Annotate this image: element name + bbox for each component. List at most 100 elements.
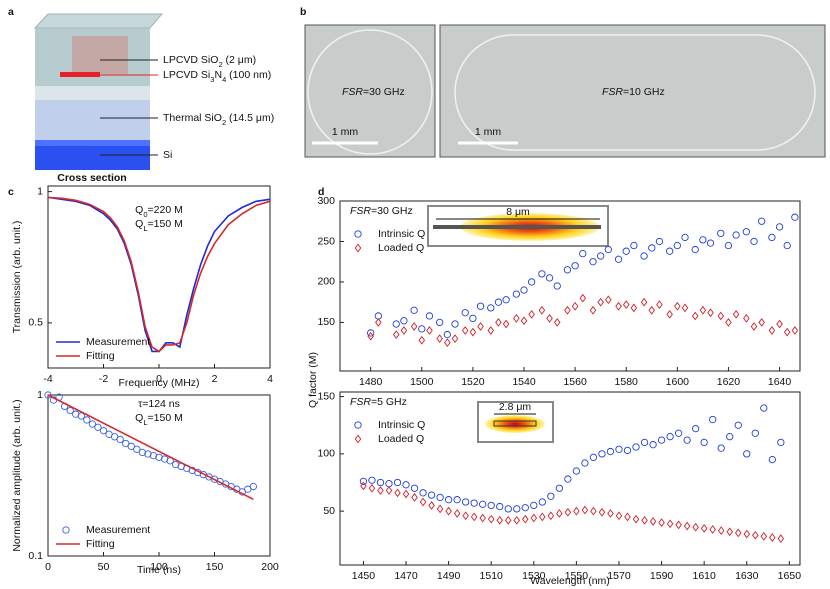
- data-point: [400, 317, 408, 325]
- data-point: [630, 303, 638, 313]
- x-tick-label: 1500: [410, 376, 434, 388]
- data-point: [539, 512, 546, 522]
- text-part: Thermal SiO: [163, 112, 222, 124]
- layer-label: LPCVD Si3N4 (100 nm): [163, 69, 271, 84]
- data-point: [528, 309, 535, 319]
- data-point: [377, 486, 384, 495]
- data-point: [520, 286, 528, 294]
- data-point: [691, 425, 700, 433]
- x-tick-label: 150: [206, 561, 224, 573]
- data-point: [683, 521, 691, 531]
- data-point: [655, 237, 664, 246]
- data-point: [418, 325, 426, 333]
- legend-title: FSR=30 GHz: [350, 205, 413, 217]
- data-point: [725, 318, 732, 327]
- data-point: [504, 505, 512, 513]
- data-point: [691, 311, 699, 321]
- x-tick-label: 1580: [615, 376, 639, 388]
- data-point: [717, 444, 725, 452]
- data-point: [477, 322, 484, 331]
- text-part: τ=124 ns: [138, 398, 180, 410]
- text-part: Q: [135, 218, 143, 230]
- data-point: [427, 491, 436, 499]
- data-point: [530, 513, 538, 523]
- italic-part: FSR: [350, 396, 371, 408]
- annotation: τ=124 ns: [138, 398, 180, 410]
- data-point: [564, 507, 572, 517]
- layer-label: LPCVD SiO2 (2 μm): [163, 54, 256, 69]
- x-tick-label: 1570: [607, 570, 631, 582]
- data-point: [649, 441, 657, 449]
- panel-letter: d: [318, 186, 324, 198]
- data-point: [579, 249, 587, 258]
- data-point: [734, 421, 742, 429]
- data-point: [547, 492, 555, 500]
- y-axis-label: Q factor (M): [307, 352, 319, 408]
- data-point: [487, 326, 495, 335]
- data-point: [538, 270, 546, 278]
- data-point: [556, 509, 563, 518]
- data-point: [641, 515, 648, 525]
- data-point: [469, 314, 477, 323]
- data-point: [700, 438, 708, 447]
- data-point: [418, 335, 426, 345]
- data-point: [392, 320, 400, 328]
- data-point: [476, 302, 485, 310]
- data-point: [410, 306, 418, 314]
- x-tick-label: 1540: [512, 376, 536, 388]
- data-point: [615, 511, 623, 521]
- image-10ghz: [439, 24, 826, 158]
- legend-label: Fitting: [86, 350, 115, 362]
- data-point: [538, 305, 546, 315]
- silicon: [35, 146, 150, 170]
- x-tick-label: 1480: [359, 376, 383, 388]
- y-tick-label: 0.1: [28, 550, 43, 562]
- data-point: [724, 241, 733, 250]
- data-point: [604, 245, 612, 254]
- data-point: [597, 297, 604, 307]
- x-tick-label: 0: [156, 373, 162, 385]
- data-point: [699, 305, 707, 315]
- data-point: [530, 501, 538, 510]
- x-tick-label: 1530: [522, 570, 546, 582]
- data-point: [691, 245, 699, 254]
- data-point: [717, 526, 725, 535]
- text-part: (100 nm): [226, 69, 271, 81]
- data-point: [581, 459, 589, 467]
- data-point: [622, 300, 630, 309]
- data-point: [606, 447, 615, 456]
- text-part: Si: [163, 149, 172, 161]
- data-point: [411, 493, 418, 502]
- text-part: LPCVD Si: [163, 69, 210, 81]
- x-tick-label: 1560: [563, 376, 587, 388]
- data-point: [590, 506, 597, 516]
- data-point: [589, 258, 597, 266]
- x-tick-label: 1510: [480, 570, 504, 582]
- data-point: [563, 266, 572, 274]
- x-tick-label: 4: [267, 373, 273, 385]
- data-point: [615, 445, 623, 453]
- ring-label: FSR=10 GHz: [602, 86, 665, 98]
- text-part: =220 M: [148, 204, 183, 216]
- waveguide: [60, 72, 100, 77]
- italic-part: FSR: [602, 86, 623, 98]
- italic-part: FSR: [342, 86, 363, 98]
- data-point: [44, 391, 52, 399]
- data-point: [502, 296, 510, 304]
- data-point: [750, 322, 758, 331]
- data-point: [571, 301, 579, 311]
- legend-label: Intrinsic Q: [378, 419, 425, 431]
- mode-profile: [485, 415, 545, 433]
- data-point: [368, 483, 376, 493]
- x-tick-label: -2: [99, 373, 108, 385]
- text-part: =30 GHz: [371, 205, 413, 217]
- data-point: [674, 429, 683, 437]
- data-point: [394, 488, 401, 498]
- data-point: [597, 252, 605, 260]
- data-point: [495, 318, 502, 327]
- data-point: [572, 467, 581, 475]
- data-point: [768, 233, 776, 242]
- data-point: [769, 533, 776, 542]
- data-point: [376, 478, 385, 487]
